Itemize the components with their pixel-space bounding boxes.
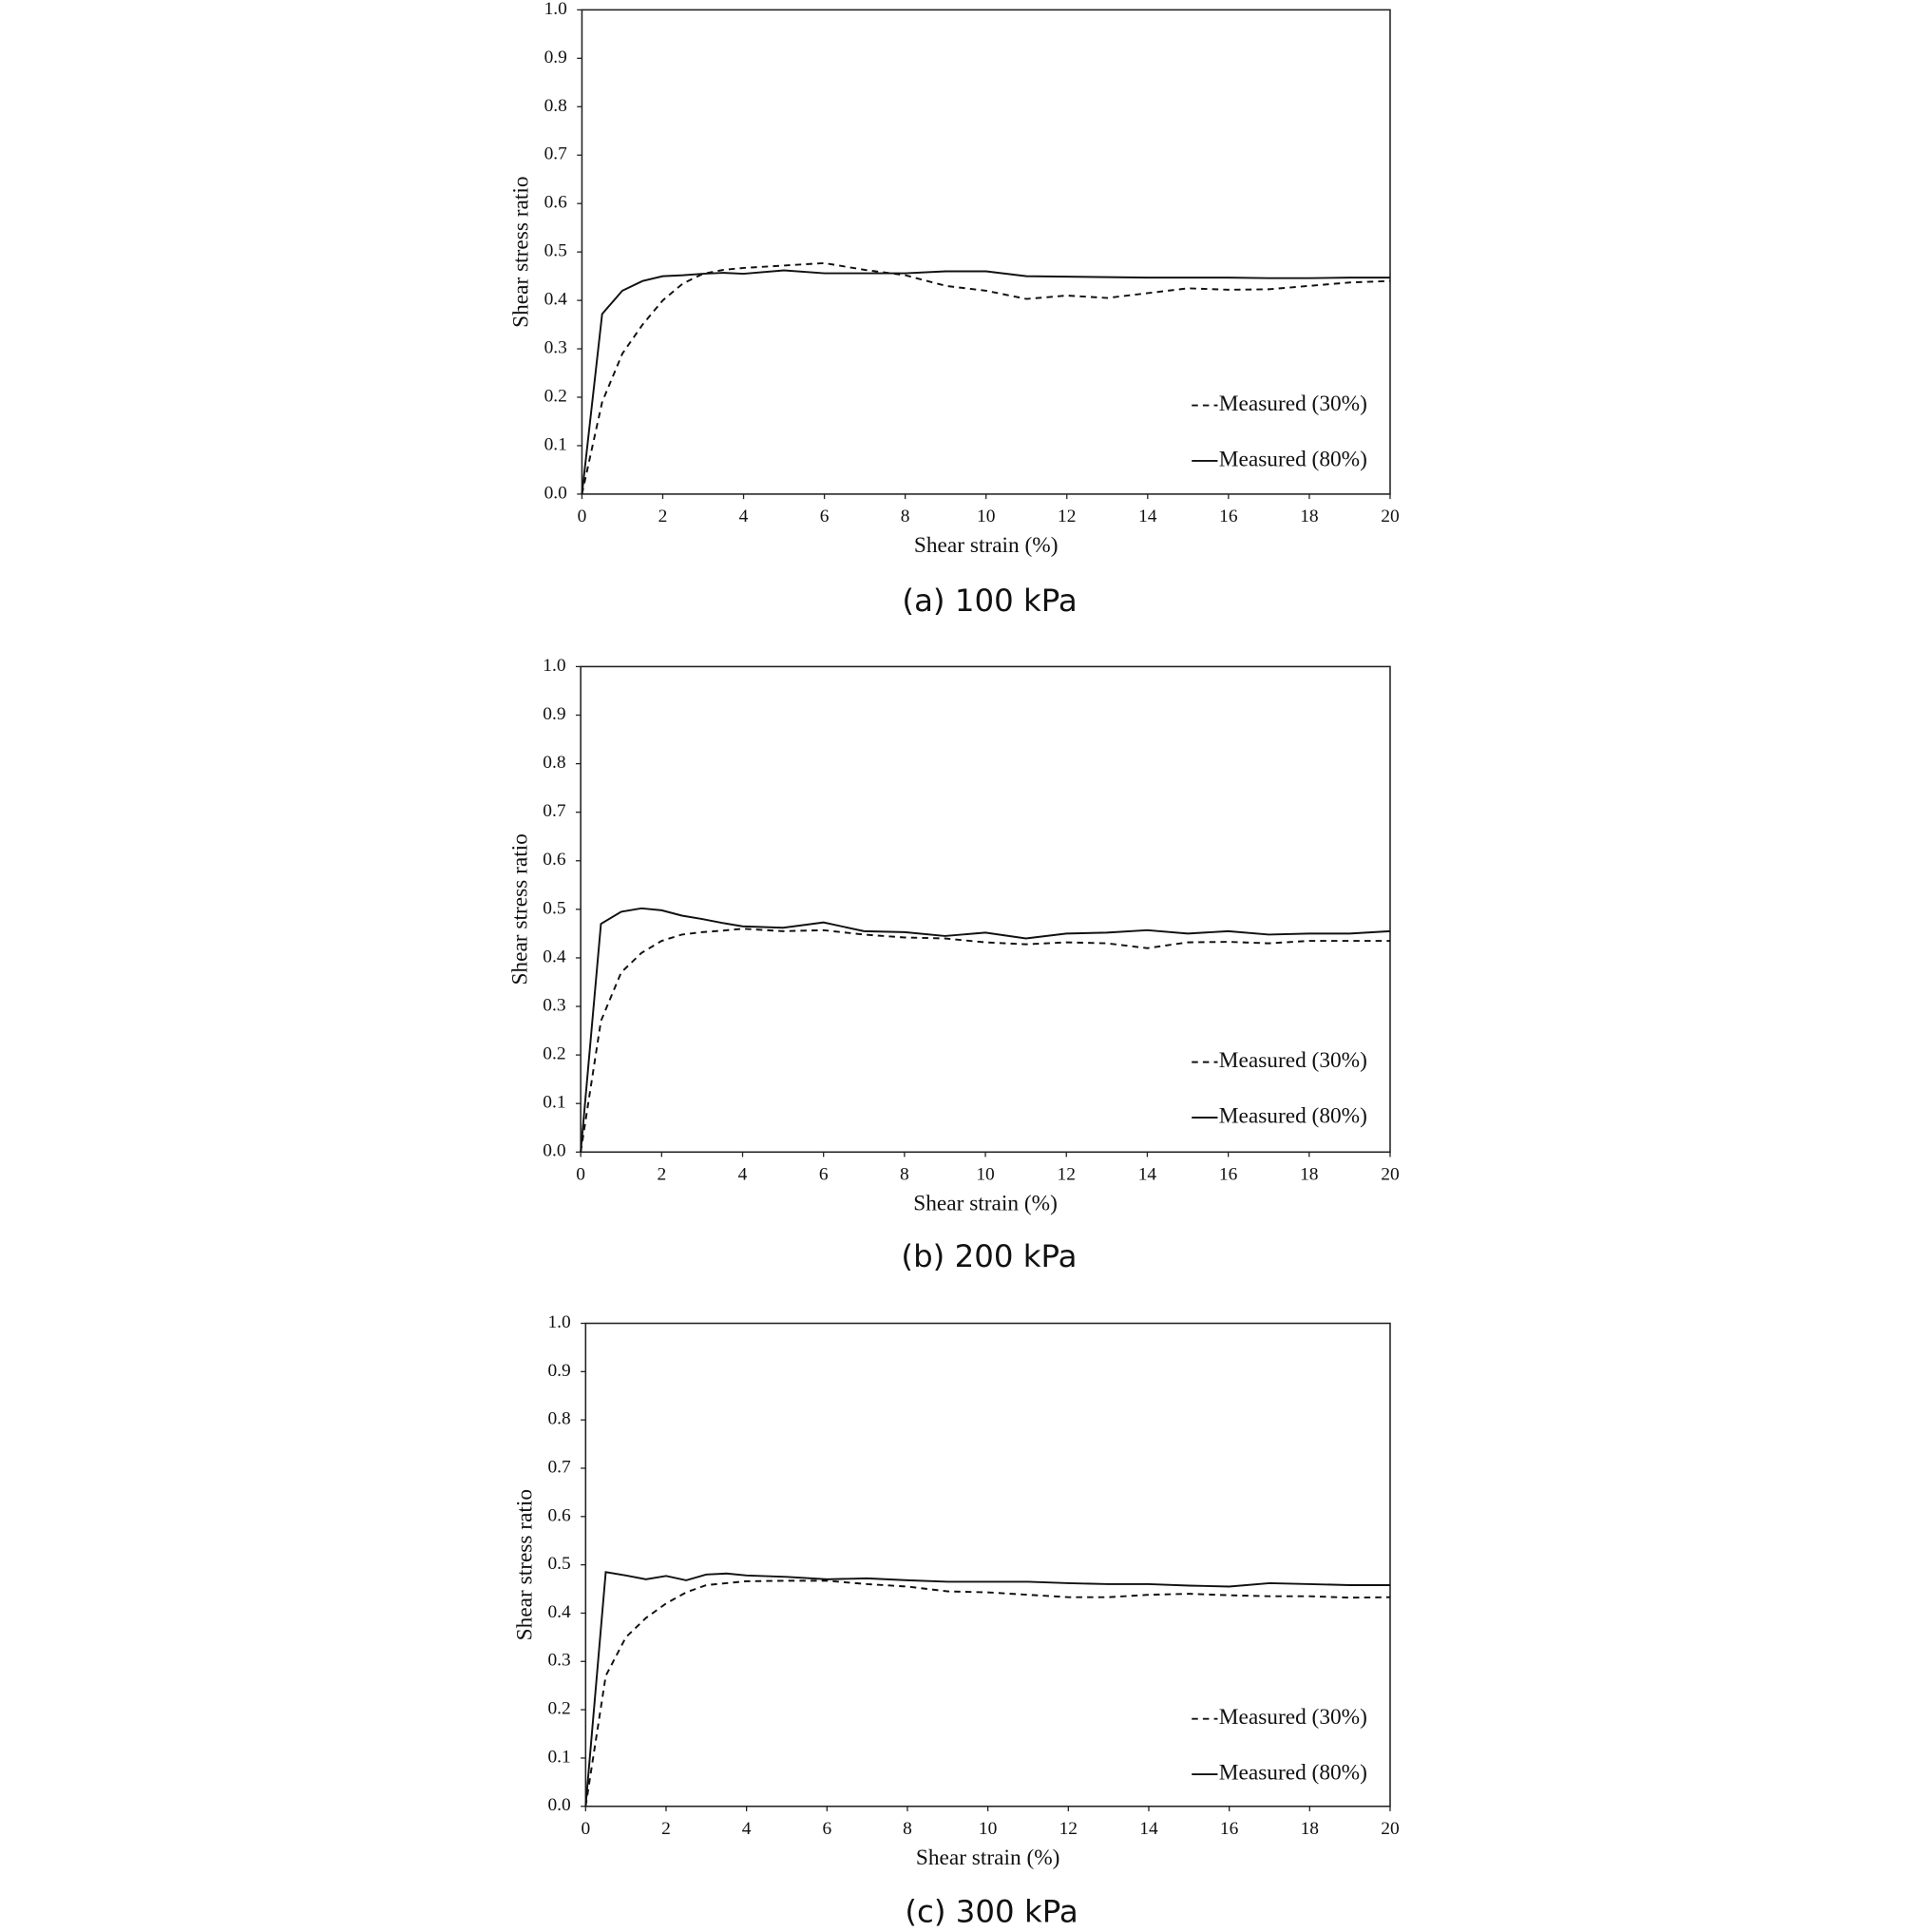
series-line bbox=[580, 928, 1390, 1153]
y-tick-label: 0.2 bbox=[543, 1044, 565, 1064]
y-tick-label: 0.6 bbox=[543, 850, 566, 870]
x-tick-label: 18 bbox=[1300, 1164, 1318, 1184]
legend-label: Measured (30%) bbox=[1219, 1705, 1367, 1730]
x-tick-label: 8 bbox=[900, 1164, 909, 1184]
x-axis-label: Shear strain (%) bbox=[916, 1846, 1060, 1870]
y-tick-label: 0.7 bbox=[547, 1457, 571, 1477]
x-tick-label: 20 bbox=[1381, 1164, 1399, 1184]
series-line bbox=[581, 261, 1391, 495]
series-line bbox=[580, 907, 1391, 1153]
y-tick-label: 0.2 bbox=[547, 1699, 570, 1719]
caption: (b) 200 kPa bbox=[901, 1238, 1077, 1274]
x-tick-label: 6 bbox=[822, 1819, 831, 1839]
y-tick-label: 0.7 bbox=[543, 801, 566, 821]
y-tick-label: 0.4 bbox=[543, 947, 566, 966]
x-tick-label: 6 bbox=[819, 1164, 829, 1184]
y-tick-label: 0.5 bbox=[547, 1554, 570, 1574]
x-tick-label: 10 bbox=[977, 507, 995, 526]
y-tick-label: 0.9 bbox=[547, 1361, 570, 1381]
y-tick-label: 0.0 bbox=[543, 1141, 565, 1161]
x-tick-label: 4 bbox=[738, 1164, 748, 1184]
series-line bbox=[581, 269, 1390, 495]
y-tick-label: 0.4 bbox=[544, 290, 568, 310]
y-tick-label: 0.9 bbox=[543, 704, 565, 724]
legend-label: Measured (30%) bbox=[1219, 1048, 1367, 1073]
x-tick-label: 20 bbox=[1381, 1819, 1399, 1839]
x-tick-label: 14 bbox=[1138, 507, 1157, 526]
x-tick-label: 10 bbox=[979, 1819, 997, 1839]
x-tick-label: 8 bbox=[901, 507, 910, 526]
y-tick-label: 0.2 bbox=[544, 386, 567, 406]
x-tick-label: 4 bbox=[739, 507, 749, 526]
x-tick-label: 8 bbox=[903, 1819, 912, 1839]
x-tick-label: 0 bbox=[578, 507, 587, 526]
x-tick-label: 12 bbox=[1058, 1164, 1076, 1184]
y-axis-label: Shear stress ratio bbox=[509, 176, 534, 327]
x-tick-label: 18 bbox=[1301, 1819, 1319, 1839]
x-axis-label: Shear strain (%) bbox=[913, 1191, 1058, 1215]
y-tick-label: 0.1 bbox=[544, 434, 567, 454]
x-tick-label: 18 bbox=[1300, 507, 1318, 526]
x-tick-label: 20 bbox=[1381, 507, 1399, 526]
y-tick-label: 1.0 bbox=[543, 656, 565, 676]
x-tick-label: 2 bbox=[657, 1164, 666, 1184]
x-tick-label: 12 bbox=[1058, 507, 1076, 526]
y-tick-label: 0.0 bbox=[547, 1795, 570, 1815]
x-tick-label: 2 bbox=[661, 1819, 671, 1839]
legend-label: Measured (80%) bbox=[1219, 1760, 1367, 1785]
caption: (c) 300 kPa bbox=[905, 1894, 1078, 1930]
x-tick-label: 12 bbox=[1059, 1819, 1078, 1839]
y-tick-label: 0.9 bbox=[544, 48, 567, 67]
y-tick-label: 0.8 bbox=[543, 753, 565, 773]
y-tick-label: 0.8 bbox=[544, 96, 567, 116]
y-tick-label: 0.1 bbox=[547, 1747, 570, 1767]
y-tick-label: 1.0 bbox=[544, 0, 567, 19]
legend-label: Measured (30%) bbox=[1219, 392, 1367, 416]
y-tick-label: 0.6 bbox=[547, 1505, 571, 1525]
x-tick-label: 14 bbox=[1138, 1164, 1157, 1184]
plot-frame bbox=[580, 665, 1391, 1154]
y-tick-label: 0.3 bbox=[547, 1651, 570, 1671]
y-axis-label: Shear stress ratio bbox=[507, 833, 532, 985]
plot-frame bbox=[584, 1322, 1391, 1808]
x-tick-label: 14 bbox=[1139, 1819, 1158, 1839]
y-tick-label: 0.8 bbox=[547, 1409, 570, 1429]
y-tick-label: 0.3 bbox=[543, 995, 565, 1015]
y-axis-label: Shear stress ratio bbox=[512, 1489, 537, 1640]
x-tick-label: 16 bbox=[1220, 1819, 1239, 1839]
y-tick-label: 0.0 bbox=[544, 483, 567, 503]
y-tick-label: 0.5 bbox=[544, 241, 567, 261]
x-tick-label: 4 bbox=[742, 1819, 752, 1839]
y-tick-label: 0.7 bbox=[544, 144, 568, 164]
plot-frame bbox=[581, 9, 1391, 495]
y-tick-label: 0.4 bbox=[547, 1602, 571, 1622]
y-tick-label: 0.6 bbox=[544, 193, 568, 213]
series-line bbox=[584, 1571, 1390, 1807]
x-tick-label: 2 bbox=[658, 507, 668, 526]
x-tick-label: 10 bbox=[976, 1164, 994, 1184]
x-tick-label: 0 bbox=[576, 1164, 585, 1184]
y-tick-label: 1.0 bbox=[547, 1312, 570, 1332]
x-axis-label: Shear strain (%) bbox=[914, 533, 1059, 558]
legend-label: Measured (80%) bbox=[1219, 447, 1367, 471]
y-tick-label: 0.1 bbox=[543, 1093, 565, 1113]
x-tick-label: 6 bbox=[820, 507, 830, 526]
x-tick-label: 0 bbox=[581, 1819, 590, 1839]
legend-label: Measured (80%) bbox=[1219, 1103, 1367, 1128]
x-tick-label: 16 bbox=[1219, 507, 1238, 526]
x-tick-label: 16 bbox=[1219, 1164, 1238, 1184]
caption: (a) 100 kPa bbox=[902, 583, 1077, 619]
y-tick-label: 0.5 bbox=[543, 898, 565, 918]
y-tick-label: 0.3 bbox=[544, 338, 567, 358]
